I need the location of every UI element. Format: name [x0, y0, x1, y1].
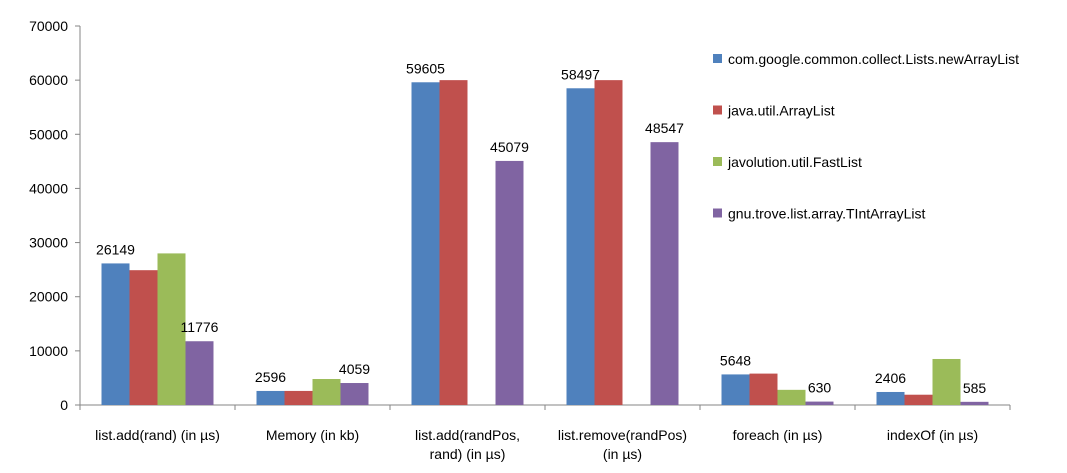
bar: [876, 391, 905, 405]
data-label: 585: [963, 380, 987, 396]
legend-label: javolution.util.FastList: [727, 154, 862, 170]
y-tick-label: 70000: [29, 18, 68, 34]
data-label: 58497: [561, 66, 600, 82]
y-tick-label: 50000: [29, 126, 68, 142]
bar: [157, 253, 186, 405]
data-label: 26149: [96, 241, 135, 257]
bar: [960, 401, 989, 405]
bar: [312, 379, 341, 405]
bar: [495, 160, 524, 405]
bar: [721, 374, 750, 405]
bar: [256, 390, 285, 405]
bar: [411, 82, 440, 406]
category-label: rand) (in µs): [430, 446, 506, 462]
legend: com.google.common.collect.Lists.newArray…: [713, 51, 1019, 222]
category-label: foreach (in µs): [733, 427, 823, 443]
data-label: 45079: [490, 139, 529, 155]
bar: [101, 263, 130, 405]
category-label: (in µs): [603, 446, 642, 462]
bar: [749, 373, 778, 405]
bar: [932, 358, 961, 405]
legend-swatch: [713, 54, 722, 63]
data-label: 48547: [645, 120, 684, 136]
category-labels: list.add(rand) (in µs) Memory (in kb) list…: [95, 427, 978, 462]
bar: [284, 390, 313, 405]
legend-swatch: [713, 208, 722, 218]
legend-swatch: [713, 105, 722, 115]
y-tick-label: 0: [60, 397, 68, 413]
category-label: list.add(rand) (in µs): [95, 427, 220, 443]
category-label: Memory (in kb): [266, 427, 359, 443]
bar: [129, 270, 158, 405]
bar: [566, 88, 595, 406]
legend-label: com.google.common.collect.Lists.newArray…: [728, 51, 1019, 67]
data-label: 2406: [875, 370, 906, 386]
data-labels: 26149 11776 2596 4059 59605 45079 58497 48547 56…: [96, 60, 986, 396]
category-label: indexOf (in µs): [887, 427, 978, 443]
legend-label: java.util.ArrayList: [727, 103, 835, 119]
data-label: 2596: [255, 369, 286, 385]
bar: [650, 142, 679, 406]
y-tick-label: 40000: [29, 180, 68, 196]
bars: [101, 80, 989, 406]
bar: [777, 389, 806, 405]
legend-label: gnu.trove.list.array.TIntArrayList: [728, 206, 925, 222]
category-label: list.add(randPos,: [415, 427, 520, 443]
y-axis-ticks: 0 10000 20000 30000 40000 50000 60000 70000: [29, 18, 1011, 413]
bar: [594, 80, 623, 406]
y-tick-label: 30000: [29, 235, 68, 251]
y-tick-label: 60000: [29, 72, 68, 88]
bar: [904, 394, 933, 405]
bar: [439, 80, 468, 406]
bar: [805, 401, 834, 405]
legend-swatch: [713, 157, 722, 166]
y-tick-label: 10000: [29, 343, 68, 359]
bar: [185, 341, 214, 405]
data-label: 630: [808, 380, 832, 396]
bar: [340, 383, 369, 405]
data-label: 59605: [406, 60, 445, 76]
data-label: 4059: [339, 361, 370, 377]
data-label: 5648: [720, 352, 751, 368]
category-label: list.remove(randPos): [558, 427, 687, 443]
data-label: 11776: [181, 319, 219, 335]
y-tick-label: 20000: [29, 289, 68, 305]
